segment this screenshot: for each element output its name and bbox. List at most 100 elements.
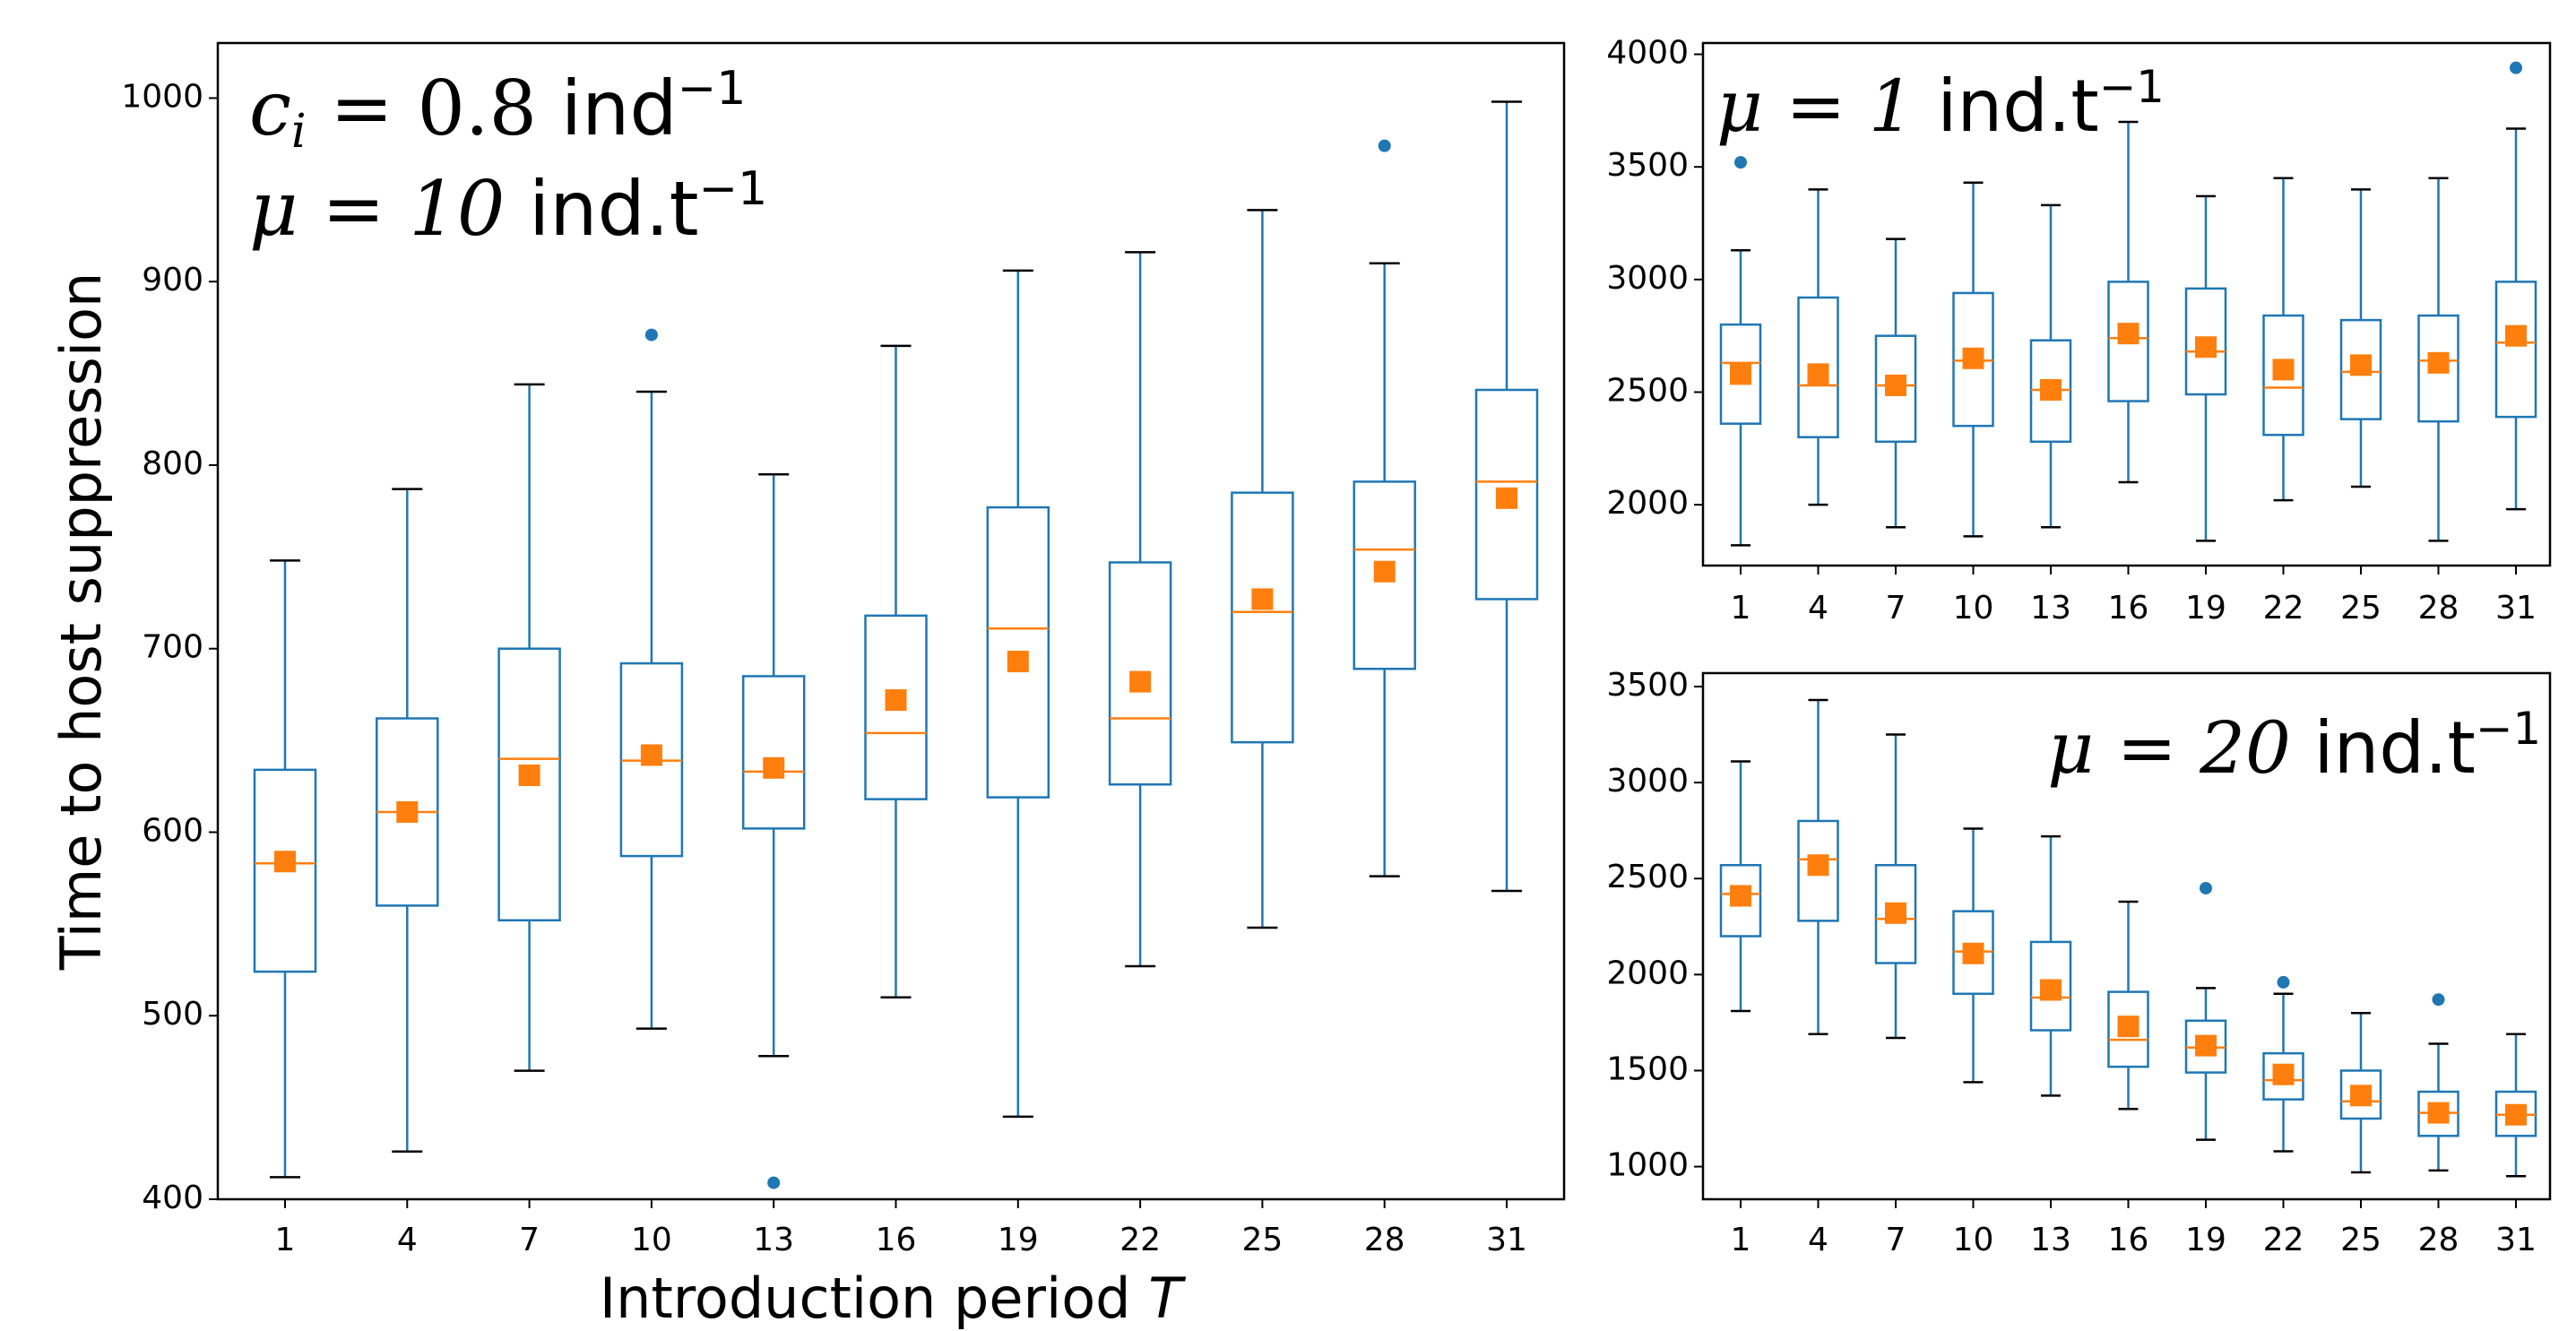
bottom-ytick-label: 1500 [1606,1050,1689,1087]
bottom-mean-marker [2350,1085,2372,1107]
top-xtick-label: 28 [2418,590,2459,627]
top-xtick-label: 10 [1953,590,1994,627]
main-ytick-label: 800 [142,445,203,482]
top-mean-marker [1962,347,1984,369]
top-box [2029,339,2072,444]
main-mean-marker [640,744,662,766]
top-mu-unit: ind.t [1937,65,2099,148]
bottom-mean-marker [2117,1016,2139,1038]
bottom-ytick-label: 2000 [1606,955,1689,991]
bottom-xtick-label: 16 [2108,1222,2149,1258]
main-box [1108,561,1172,786]
main-xtick-label: 4 [397,1222,418,1258]
main-mean-marker [396,800,419,823]
top-ytick-label: 2500 [1606,373,1689,410]
main-box [497,647,561,922]
bottom-xtick-label: 1 [1731,1222,1751,1258]
bottom-xtick-label: 7 [1886,1222,1906,1258]
main-outlier-point [644,328,658,341]
bottom-box [1719,863,1762,938]
main-ytick-label: 700 [142,629,203,666]
bottom-outlier-point [2432,993,2445,1007]
top-xtick-label: 4 [1808,590,1828,627]
main-xtick-label: 19 [998,1222,1039,1258]
main-ytick-label: 1000 [121,78,203,115]
main-mean-marker [1251,588,1274,610]
top-box [2262,314,2304,436]
main-mean-marker [1129,670,1152,693]
top-mean-marker [2427,351,2450,374]
bottom-xtick-label: 19 [2185,1222,2226,1258]
top-xtick-label: 19 [2185,590,2226,627]
main-plot-marks [253,100,1539,1189]
bottom-ytick-label: 3000 [1606,763,1689,799]
main-mean-marker [518,765,540,786]
bottom-mean-marker [2040,979,2062,1001]
main-box [253,768,317,973]
main-mu-exponent: −1 [699,162,768,216]
main-ci-value: = 0.8 [307,65,561,152]
main-box [1474,388,1539,601]
main-mu-unit: ind.t [529,165,699,253]
main-mean-marker [1373,560,1396,583]
main-box [864,614,928,800]
main-xtick-label: 1 [275,1222,296,1258]
bottom-outlier-point [2277,975,2290,989]
x-axis-label: Introduction period T [600,1266,1186,1331]
main-outlier-point [1378,139,1391,152]
bottom-outlier-point [2200,881,2212,895]
top-outlier-point [2510,61,2522,74]
bottom-xtick-label: 22 [2263,1222,2304,1258]
bottom-box [2107,990,2149,1068]
top-outlier-point [1734,156,1747,169]
bottom-mean-marker [1730,885,1751,907]
main-xtick-label: 16 [876,1222,917,1258]
bottom-xtick-label: 10 [1953,1222,1994,1258]
top-box [2494,281,2537,419]
main-ci-annotation: ci = 0.8 ind−1 [249,62,746,159]
main-plot-frame [216,41,1566,1201]
bottom-ytick-label: 1000 [1606,1147,1689,1184]
top-mean-marker [2040,378,2062,401]
bottom-mean-marker [2427,1102,2450,1124]
main-xtick-label: 7 [519,1222,540,1258]
top-xtick-label: 7 [1886,590,1906,627]
bottom-right-boxplot-panel: 1000 1500 2000 2500 3000 3500 1 4 7 10 13 16 19 22 25 2… [1606,667,2552,1258]
bottom-mean-marker [2272,1063,2295,1085]
bottom-box [2029,940,2072,1032]
main-ci-subscript: i [291,105,307,159]
bottom-plot-marks [1719,698,2537,1178]
main-xtick-label: 31 [1486,1222,1527,1258]
main-ci-unit: ind [561,65,678,152]
bottom-xtick-label: 31 [2495,1222,2537,1258]
main-box [1231,491,1294,744]
bottom-mean-marker [1807,854,1829,877]
bottom-box [2262,1051,2304,1101]
main-ytick-label: 500 [142,996,203,1033]
main-box [741,675,806,830]
top-ytick-label: 4000 [1606,35,1689,72]
main-boxplot-panel: 400 500 600 700 800 900 1000 1 4 7 10 13 16 19 22 25 28 3… [121,41,1566,1258]
main-mean-marker [274,851,296,873]
main-ytick-label: 900 [142,262,203,298]
main-xtick-label: 28 [1364,1222,1405,1258]
top-mu-annotation: μ = 1 ind.t−1 [1716,61,2165,148]
main-xtick-label: 13 [753,1222,794,1258]
bottom-mean-marker [2195,1034,2217,1057]
top-box [2184,287,2227,396]
bottom-mu-value: μ = 20 [2047,706,2313,790]
main-box [1353,480,1416,670]
x-axis-label-text: Introduction period [600,1266,1148,1331]
bottom-mu-annotation: μ = 20 ind.t−1 [2047,703,2541,790]
top-mean-marker [2505,324,2527,347]
top-xtick-label: 22 [2263,590,2304,627]
main-ci-exponent: −1 [678,62,747,116]
top-box [2339,318,2382,420]
main-mu-value: μ = 10 [249,165,529,253]
bottom-mean-marker [1962,942,1984,964]
top-box [1952,291,1994,428]
top-mean-marker [1730,363,1751,385]
bottom-box [1797,819,1839,922]
